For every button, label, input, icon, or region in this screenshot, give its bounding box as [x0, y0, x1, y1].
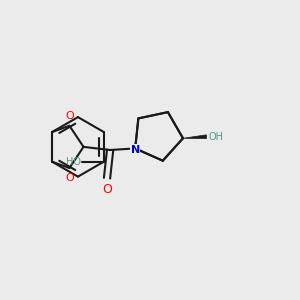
Polygon shape	[183, 135, 207, 139]
Text: N: N	[130, 145, 140, 155]
Text: O: O	[65, 111, 74, 121]
Text: O: O	[65, 173, 74, 183]
Text: N: N	[130, 145, 140, 155]
Text: O: O	[102, 183, 112, 196]
Text: HO: HO	[66, 157, 81, 167]
Text: OH: OH	[208, 132, 223, 142]
